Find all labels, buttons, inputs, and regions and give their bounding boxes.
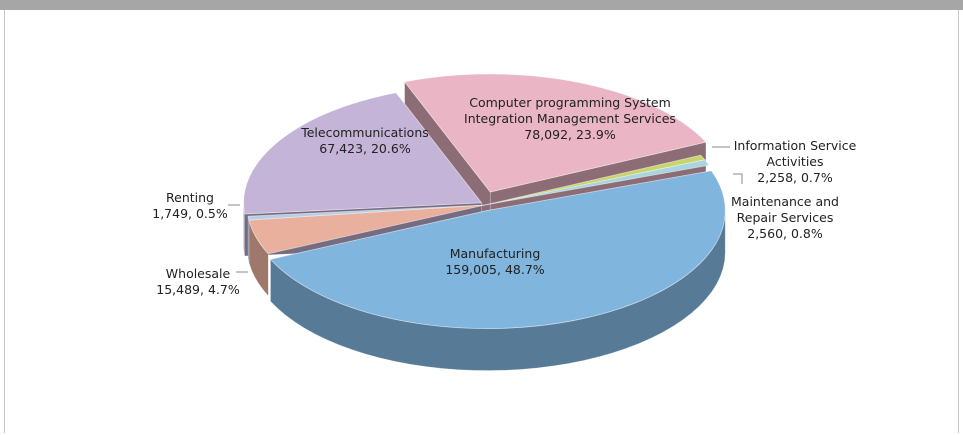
slice-label: Telecommunications 67,423, 20.6% xyxy=(280,125,450,157)
slice xyxy=(243,92,483,215)
slice-label: Renting 1,749, 0.5% xyxy=(145,190,235,222)
category-name: Maintenance and Repair Services xyxy=(731,194,839,225)
value-label: 78,092, 23.9% xyxy=(524,127,616,142)
frame xyxy=(4,10,959,433)
value-label: 15,489, 4.7% xyxy=(156,282,240,297)
value-label: 2,560, 0.8% xyxy=(747,226,823,241)
slice xyxy=(403,73,707,193)
value-label: 67,423, 20.6% xyxy=(319,141,411,156)
slice xyxy=(484,159,710,206)
leader-line xyxy=(733,173,743,184)
value-label: 159,005, 48.7% xyxy=(445,262,545,277)
header-band xyxy=(0,0,963,10)
category-name: Telecommunications xyxy=(301,125,429,140)
value-label: 1,749, 0.5% xyxy=(152,206,228,221)
category-name: Wholesale xyxy=(165,266,231,281)
slice-label: Manufacturing 159,005, 48.7% xyxy=(405,246,585,278)
category-name: Renting xyxy=(166,190,214,205)
category-name: Computer programming System Integration … xyxy=(464,95,676,126)
category-name: Manufacturing xyxy=(449,246,541,261)
slice-label: Information Service Activities 2,258, 0.7… xyxy=(725,138,865,186)
value-label: 2,258, 0.7% xyxy=(757,170,833,185)
slice-label: Maintenance and Repair Services 2,560, 0.… xyxy=(715,194,855,242)
slice-label: Computer programming System Integration … xyxy=(445,95,695,143)
slice xyxy=(247,204,486,221)
slice xyxy=(269,170,726,329)
slice-label: Wholesale 15,489, 4.7% xyxy=(148,266,248,298)
category-name: Information Service Activities xyxy=(733,138,857,169)
slice-side xyxy=(247,216,250,263)
